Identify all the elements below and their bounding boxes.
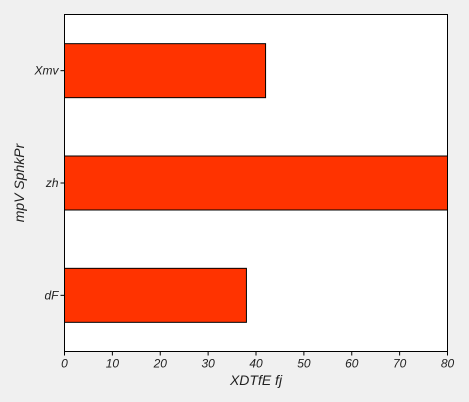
x-tick-label: 10 [106,357,120,371]
y-tick-label: Xmv [34,64,60,78]
x-axis: 0 10 20 30 40 50 60 70 80 [61,351,455,371]
x-tick-label: 70 [393,357,407,371]
x-tick-label: 30 [201,357,215,371]
x-tick-label: 0 [61,357,68,371]
x-tick-label: 40 [249,357,263,371]
y-axis: dF zh Xmv [34,64,65,302]
x-tick-label: 80 [441,357,455,371]
bars-group [64,43,448,323]
y-tick-label: dF [44,288,59,302]
x-axis-title: XDTfE fj [229,372,283,388]
bar-zh [64,155,448,211]
y-axis-title: mpV SphkPr [11,142,27,222]
bar-dF [64,267,247,323]
bar-Xmv [64,43,267,99]
x-tick-label: 50 [297,357,311,371]
y-tick-label: zh [45,176,59,190]
x-tick-label: 20 [153,357,168,371]
x-tick-label: 60 [345,357,359,371]
